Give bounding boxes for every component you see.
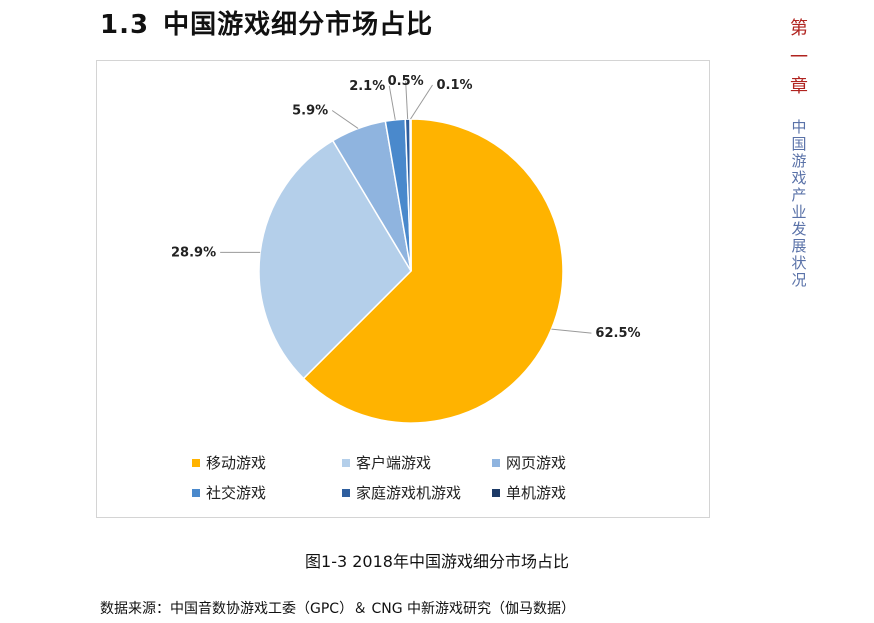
subtitle-char: 业 — [791, 203, 807, 221]
legend-item-web: 网页游戏 — [492, 452, 566, 473]
leader-line — [331, 110, 359, 129]
legend-swatch-mobile — [192, 458, 200, 467]
pie-chart-frame: 62.5% 28.9% 5.9% 2.1% 0.5% 0.1% — [96, 60, 710, 518]
data-label: 0.1% — [437, 78, 473, 93]
legend-label: 移动游戏 — [206, 454, 267, 472]
legend-swatch-console — [342, 488, 350, 497]
section-number: 1.3 — [100, 10, 150, 40]
legend-item-social: 社交游戏 — [192, 482, 266, 503]
data-label: 0.5% — [388, 74, 424, 89]
subtitle-char: 展 — [791, 237, 807, 255]
legend-label: 客户端游戏 — [356, 454, 432, 472]
data-label: 2.1% — [349, 79, 385, 94]
legend-label: 社交游戏 — [206, 484, 267, 502]
leader-line — [410, 84, 433, 120]
data-label: 28.9% — [171, 245, 216, 260]
legend-label: 网页游戏 — [506, 454, 567, 472]
pie-chart: 62.5% 28.9% 5.9% 2.1% 0.5% 0.1% — [171, 74, 641, 424]
section-heading: 中国游戏细分市场占比 — [163, 10, 434, 40]
chapter-char: 第 — [790, 18, 808, 39]
subtitle-char: 发 — [791, 220, 807, 238]
subtitle-char: 中 — [791, 118, 807, 136]
legend-label: 家庭游戏机游戏 — [356, 484, 462, 502]
section-title: 1.3 中国游戏细分市场占比 — [100, 4, 433, 41]
data-label: 62.5% — [595, 326, 640, 341]
subtitle-char: 戏 — [791, 169, 807, 187]
chapter-subtitle: 中 国 游 戏 产 业 发 展 状 况 — [791, 119, 806, 289]
data-label: 5.9% — [292, 103, 328, 118]
subtitle-char: 状 — [791, 254, 807, 272]
pie-slice-client — [258, 139, 412, 380]
subtitle-char: 国 — [791, 135, 807, 153]
legend-swatch-client — [342, 458, 350, 467]
leader-line — [405, 81, 409, 120]
leader-line — [551, 328, 592, 334]
legend-swatch-web — [492, 458, 500, 467]
figure-caption: 图1-3 2018年中国游戏细分市场占比 — [305, 552, 569, 571]
chapter-side-tab: 第 一 章 中 国 游 戏 产 业 发 展 状 况 — [786, 14, 812, 289]
data-source-note: 数据来源：中国音数协游戏工委（GPC）＆ CNG 中新游戏研究（伽马数据） — [100, 601, 576, 617]
legend-swatch-social — [192, 488, 200, 497]
legend-item-client: 客户端游戏 — [342, 452, 431, 473]
legend-item-console: 家庭游戏机游戏 — [342, 482, 461, 503]
subtitle-char: 产 — [791, 186, 807, 204]
chapter-char: 章 — [790, 76, 808, 97]
pie-slice-mobile — [302, 118, 564, 424]
pie-slice-standalone — [409, 118, 412, 272]
leader-line — [388, 85, 396, 120]
subtitle-char: 游 — [791, 152, 807, 170]
legend-swatch-standalone — [492, 488, 500, 497]
subtitle-char: 况 — [791, 271, 807, 289]
legend-item-standalone: 单机游戏 — [492, 482, 566, 503]
legend-item-mobile: 移动游戏 — [192, 452, 266, 473]
chapter-char: 一 — [790, 47, 808, 68]
legend-label: 单机游戏 — [506, 484, 567, 502]
